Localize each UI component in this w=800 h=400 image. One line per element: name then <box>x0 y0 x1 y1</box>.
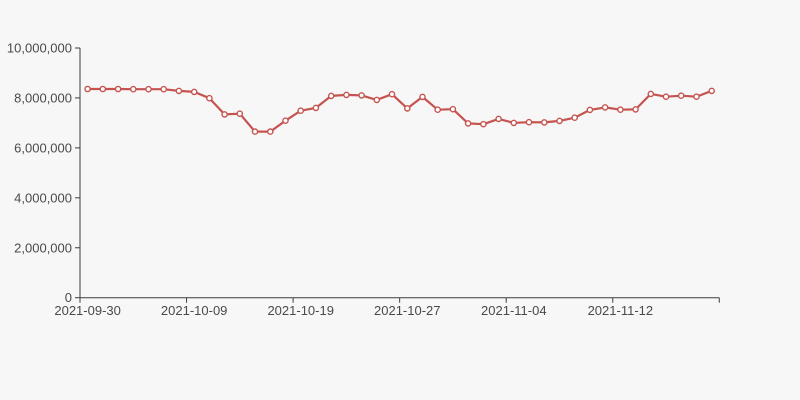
data-point-marker <box>571 114 579 121</box>
data-point-marker <box>266 128 274 135</box>
data-point-marker <box>510 119 518 127</box>
y-tick-label: 10,000,000 <box>7 41 72 56</box>
data-point-marker <box>206 94 213 102</box>
data-point-marker <box>495 115 502 123</box>
data-point-marker <box>114 85 122 93</box>
data-point-marker <box>282 117 289 124</box>
data-point-marker <box>236 110 244 117</box>
x-tick-label: 2021-10-09 <box>161 303 228 318</box>
data-point-marker <box>403 105 411 112</box>
y-tick-label: 0 <box>65 290 72 305</box>
data-point-marker <box>190 88 198 96</box>
data-point-marker <box>586 106 594 114</box>
data-point-marker <box>480 120 487 128</box>
data-point-marker <box>662 93 670 100</box>
data-point-marker <box>525 118 533 126</box>
data-point-marker <box>647 90 655 98</box>
data-point-marker <box>449 105 457 113</box>
data-point-marker <box>677 92 685 99</box>
data-point-marker <box>388 90 396 98</box>
data-point-marker <box>617 106 624 113</box>
data-point-marker <box>312 104 320 112</box>
data-point-marker <box>327 92 335 100</box>
y-tick-label: 8,000,000 <box>14 90 72 105</box>
data-point-marker <box>343 91 350 99</box>
data-point-marker <box>601 104 609 111</box>
data-point-marker <box>419 93 426 101</box>
data-point-marker <box>693 93 700 100</box>
data-point-marker <box>99 85 107 93</box>
data-point-marker <box>541 119 548 126</box>
data-point-marker <box>221 111 228 118</box>
data-point-marker <box>464 120 472 127</box>
data-point-marker <box>251 128 259 135</box>
data-point-marker <box>434 106 442 113</box>
data-point-marker <box>129 85 137 93</box>
data-point-marker <box>708 87 716 95</box>
data-point-marker <box>556 117 563 125</box>
data-point-marker <box>145 85 152 93</box>
data-point-marker <box>632 106 639 113</box>
x-tick-label: 2021-10-27 <box>374 303 441 318</box>
y-tick-label: 2,000,000 <box>14 240 72 255</box>
y-tick-label: 6,000,000 <box>14 140 72 155</box>
x-tick-label: 2021-10-19 <box>267 303 334 318</box>
data-point-marker <box>358 92 365 99</box>
data-point-marker <box>175 87 183 95</box>
y-tick-label: 4,000,000 <box>14 190 72 205</box>
x-tick-label: 2021-11-04 <box>481 303 547 318</box>
data-point-marker <box>373 96 381 104</box>
data-point-marker <box>160 85 167 93</box>
data-point-marker <box>84 85 91 93</box>
x-tick-label: 2021-11-12 <box>588 303 654 318</box>
x-tick-label: 2021-09-30 <box>54 303 121 318</box>
data-point-marker <box>297 107 305 114</box>
